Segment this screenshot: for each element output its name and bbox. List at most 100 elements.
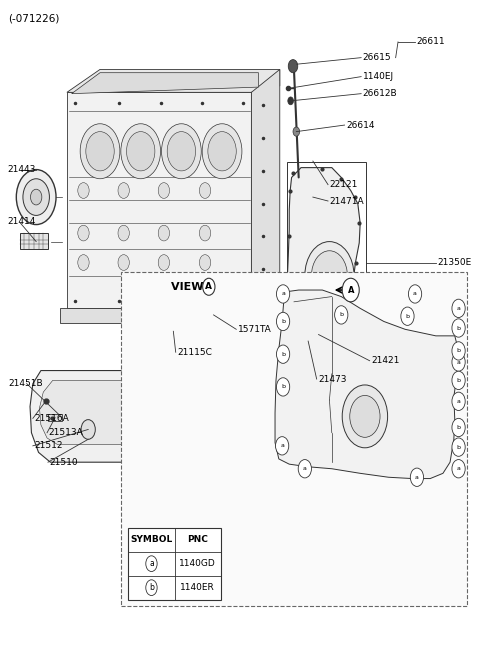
Text: a: a xyxy=(415,475,419,480)
Circle shape xyxy=(298,460,312,478)
Text: b: b xyxy=(281,352,285,357)
Text: PNC: PNC xyxy=(187,535,208,544)
Text: A: A xyxy=(348,285,354,295)
Text: 21414: 21414 xyxy=(8,216,36,226)
Circle shape xyxy=(203,278,215,295)
Circle shape xyxy=(452,460,465,478)
Text: 21443: 21443 xyxy=(8,165,36,174)
Text: b: b xyxy=(456,425,461,430)
Text: a: a xyxy=(280,443,284,448)
Circle shape xyxy=(305,241,354,310)
Text: a: a xyxy=(456,399,460,404)
Bar xyxy=(287,163,366,342)
Circle shape xyxy=(452,342,465,360)
Circle shape xyxy=(288,60,298,73)
Polygon shape xyxy=(60,308,259,323)
Polygon shape xyxy=(67,70,280,92)
Polygon shape xyxy=(20,233,48,249)
Text: 21473: 21473 xyxy=(318,375,347,384)
Circle shape xyxy=(276,378,290,396)
Polygon shape xyxy=(252,70,280,308)
Text: VIEW: VIEW xyxy=(171,282,207,292)
Polygon shape xyxy=(48,415,62,421)
Polygon shape xyxy=(259,285,280,323)
Circle shape xyxy=(118,255,129,270)
Text: b: b xyxy=(456,348,461,354)
Polygon shape xyxy=(67,92,252,308)
Circle shape xyxy=(158,225,169,241)
Text: b: b xyxy=(149,583,154,592)
Text: 21451B: 21451B xyxy=(8,379,43,388)
Text: 21115C: 21115C xyxy=(177,348,212,357)
Circle shape xyxy=(199,255,211,270)
Circle shape xyxy=(158,182,169,198)
Circle shape xyxy=(342,385,388,448)
Polygon shape xyxy=(287,168,360,342)
Text: 21510: 21510 xyxy=(49,458,78,466)
Text: a: a xyxy=(456,359,460,365)
Circle shape xyxy=(31,189,42,205)
Circle shape xyxy=(276,345,290,363)
Text: 21516A: 21516A xyxy=(34,414,69,423)
Circle shape xyxy=(452,319,465,337)
Circle shape xyxy=(410,468,423,486)
Text: A: A xyxy=(205,282,212,291)
Text: 1571TA: 1571TA xyxy=(238,325,271,334)
Text: 22121: 22121 xyxy=(329,180,358,189)
Text: 1140GD: 1140GD xyxy=(179,559,216,568)
Circle shape xyxy=(81,420,96,440)
Polygon shape xyxy=(275,290,458,479)
Text: a: a xyxy=(303,466,307,471)
Circle shape xyxy=(208,132,236,171)
Text: 26614: 26614 xyxy=(346,121,374,130)
Circle shape xyxy=(158,255,169,270)
Text: 1140EJ: 1140EJ xyxy=(362,72,394,81)
Circle shape xyxy=(80,124,120,178)
Text: a: a xyxy=(149,559,154,568)
Text: b: b xyxy=(456,378,461,383)
Circle shape xyxy=(127,132,155,171)
Text: 26612B: 26612B xyxy=(362,89,397,98)
Circle shape xyxy=(408,285,421,303)
Text: 21513A: 21513A xyxy=(48,428,83,438)
Circle shape xyxy=(312,251,348,300)
Circle shape xyxy=(452,353,465,371)
Bar xyxy=(129,527,221,600)
Circle shape xyxy=(350,396,380,438)
Polygon shape xyxy=(39,380,198,445)
Circle shape xyxy=(16,170,56,224)
Polygon shape xyxy=(72,73,259,94)
Circle shape xyxy=(78,182,89,198)
Text: a: a xyxy=(456,306,460,311)
Circle shape xyxy=(146,580,157,596)
Text: b: b xyxy=(339,312,343,318)
Circle shape xyxy=(288,97,293,105)
Text: 1140ER: 1140ER xyxy=(180,583,215,592)
Circle shape xyxy=(293,127,300,136)
Circle shape xyxy=(167,132,195,171)
Circle shape xyxy=(276,312,290,331)
Circle shape xyxy=(78,225,89,241)
Circle shape xyxy=(309,298,328,325)
Text: SYMBOL: SYMBOL xyxy=(131,535,173,544)
Text: a: a xyxy=(456,466,460,471)
Text: b: b xyxy=(281,384,285,390)
Circle shape xyxy=(452,371,465,390)
Circle shape xyxy=(202,124,242,178)
Circle shape xyxy=(276,285,290,303)
Circle shape xyxy=(121,124,161,178)
Circle shape xyxy=(452,392,465,411)
Circle shape xyxy=(86,132,114,171)
Circle shape xyxy=(118,225,129,241)
Bar xyxy=(121,272,467,606)
Circle shape xyxy=(276,437,289,455)
Text: b: b xyxy=(406,314,409,319)
Text: a: a xyxy=(413,291,417,297)
Text: a: a xyxy=(281,291,285,297)
Circle shape xyxy=(401,307,414,325)
Circle shape xyxy=(199,182,211,198)
Circle shape xyxy=(452,438,465,457)
Text: 26611: 26611 xyxy=(416,37,444,47)
Text: 21350E: 21350E xyxy=(437,258,471,267)
Circle shape xyxy=(199,225,211,241)
